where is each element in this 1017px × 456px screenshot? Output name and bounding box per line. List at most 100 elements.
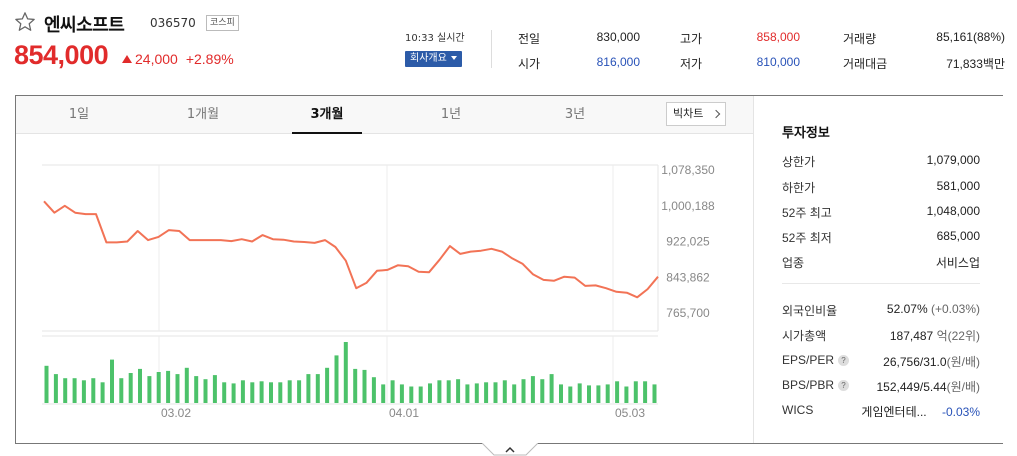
volume-bar (119, 378, 124, 403)
header-divider (491, 30, 492, 68)
stock-name: 엔씨소프트 (44, 15, 125, 36)
volume-bar (315, 374, 320, 403)
expand-toggle[interactable] (482, 443, 538, 456)
upper-limit-value: 1,079,000 (926, 153, 980, 167)
eps-per-unit: (원/배) (946, 355, 980, 369)
volume-bar (399, 384, 404, 403)
quote-label-amount: 거래대금 (843, 57, 888, 71)
company-overview-button[interactable]: 회사개요 (405, 51, 462, 67)
up-triangle-icon (122, 55, 132, 63)
quote-value-high: 858,000 (756, 30, 800, 44)
quote-label-prev: 전일 (518, 32, 541, 46)
chart-panel: 1일 1개월 3개월 1년 3년 빅차트 1,078,350 1,000,188 9… (15, 95, 1003, 444)
volume-bar (652, 384, 657, 403)
realtime-label: 10:33 실시간 (405, 33, 465, 44)
volume-bar (596, 385, 601, 403)
invest-separator (782, 283, 980, 284)
volume-bar (512, 384, 517, 403)
favorite-star-icon[interactable] (14, 11, 36, 33)
volume-bar (371, 377, 376, 403)
stock-code: 036570 (150, 16, 196, 30)
quote-label-high: 고가 (680, 32, 703, 46)
help-icon[interactable]: ? (838, 380, 850, 391)
x-tick-label: 04.01 (389, 406, 419, 420)
52w-low-value: 685,000 (936, 229, 980, 243)
big-chart-button[interactable]: 빅차트 (666, 102, 726, 126)
bps-pbr-value: 152,449/5.44(원/배) (877, 378, 981, 395)
eps-per-label: EPS/PER? (782, 353, 850, 367)
tab-3month[interactable]: 3개월 (292, 96, 362, 134)
volume-bar (81, 380, 86, 403)
quote-value-open: 816,000 (596, 55, 640, 69)
tab-3year[interactable]: 3년 (564, 107, 586, 122)
volume-bar (540, 379, 545, 403)
52w-high-label: 52주 최고 (782, 206, 832, 220)
chevron-right-icon (711, 109, 721, 119)
volume-bar (502, 380, 507, 403)
chevron-up-icon (505, 446, 515, 453)
volume-bar (138, 368, 142, 403)
volume-bar (484, 382, 489, 403)
help-icon[interactable]: ? (838, 355, 850, 366)
eps-per-label-text: EPS/PER (782, 353, 835, 367)
volume-bar (222, 382, 227, 403)
y-tick-label: 843,862 (666, 270, 710, 284)
volume-bar (231, 383, 236, 403)
investment-info: 투자정보 상한가 1,079,000 하한가 581,000 52주 최고 1,… (753, 96, 1003, 443)
foreign-ratio-value: 52.07% (+0.03%) (887, 302, 980, 316)
volume-bar (474, 383, 479, 403)
invest-title: 투자정보 (782, 126, 830, 141)
y-tick-label: 1,000,188 (661, 199, 715, 213)
y-tick-label: 1,078,350 (661, 163, 715, 177)
quote-label-open: 시가 (518, 57, 541, 71)
y-tick-label: 765,700 (666, 306, 710, 320)
price-change: 24,000 +2.89% (122, 51, 234, 67)
volume-bar (343, 342, 348, 403)
volume-bar (259, 381, 264, 403)
volume-bar (587, 385, 591, 403)
volume-bar (409, 386, 414, 403)
market-cap-label: 시가총액 (782, 329, 827, 343)
volume-bar (390, 380, 395, 403)
52w-high-value: 1,048,000 (926, 204, 980, 218)
chart-svg: 1,078,350 1,000,188 922,025 843,862 765,700 0… (42, 163, 715, 420)
market-badge: 코스피 (206, 15, 239, 31)
foreign-ratio-number: 52.07% (886, 302, 928, 316)
change-amount: 24,000 (135, 51, 178, 67)
wics-value: 게임엔터테... -0.03% (861, 403, 980, 420)
market-cap-number: 187,487 (889, 329, 934, 343)
volume-bar (306, 374, 311, 403)
52w-low-label: 52주 최저 (782, 231, 832, 245)
tab-1month[interactable]: 1개월 (186, 107, 220, 122)
lower-limit-value: 581,000 (936, 179, 980, 193)
eps-per-value: 26,756/31.0(원/배) (883, 353, 980, 370)
volume-bar (175, 374, 180, 403)
volume-bar (456, 379, 461, 403)
current-price: 854,000 (14, 40, 109, 70)
lower-limit-label: 하한가 (782, 181, 816, 195)
volume-bar (269, 382, 273, 403)
quote-value-prev: 830,000 (596, 30, 640, 44)
tab-1year[interactable]: 1년 (440, 107, 462, 122)
volume-bar (287, 380, 292, 403)
volume-bar (128, 373, 133, 403)
volume-bar (568, 386, 573, 403)
volume-bar (615, 381, 620, 403)
volume-bar (530, 376, 535, 403)
volume-bar (91, 378, 96, 403)
market-cap-value: 187,487 억(22위) (890, 327, 980, 344)
change-percent: +2.89% (185, 51, 234, 67)
industry-value[interactable]: 서비스업 (935, 256, 980, 270)
volume-bar (194, 376, 199, 403)
upper-limit-label: 상한가 (782, 155, 816, 169)
price-chart: 1,078,350 1,000,188 922,025 843,862 765,700 0… (16, 135, 753, 444)
volume-bar (624, 386, 629, 403)
price-line (43, 200, 659, 299)
wics-sector[interactable]: 게임엔터테... (861, 405, 927, 419)
volume-bar (465, 384, 470, 403)
volume-bar (184, 367, 189, 403)
volume-bar (353, 368, 358, 403)
quote-label-volume: 거래량 (843, 32, 877, 46)
quote-label-low: 저가 (680, 57, 703, 71)
tab-1day[interactable]: 1일 (68, 107, 90, 122)
